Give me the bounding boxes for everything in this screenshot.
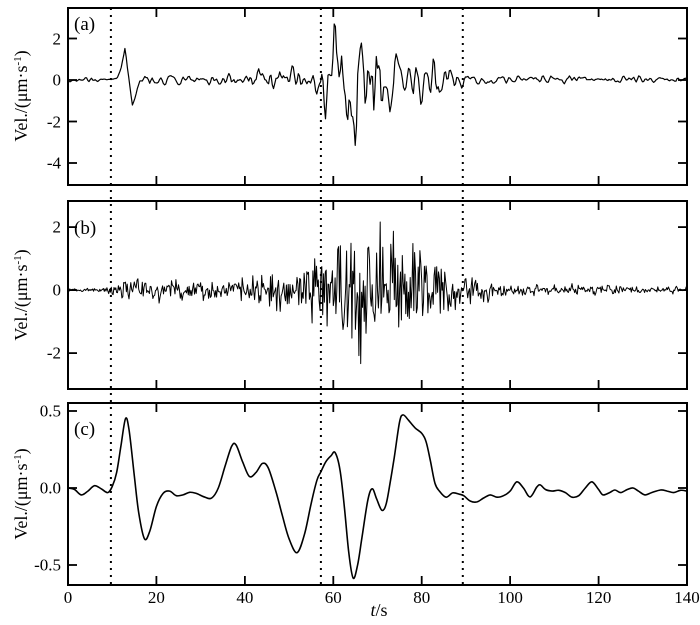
y-axis-label-a-text: Vel./(μm·s xyxy=(11,65,31,142)
y-tick-label-c: 0.5 xyxy=(39,401,61,421)
y-tick-label-a: -2 xyxy=(46,112,61,131)
y-tick-label-c: 0.0 xyxy=(39,478,61,498)
y-tick-label-c: -0.5 xyxy=(34,555,61,575)
x-tick-label: 80 xyxy=(413,588,431,607)
trace-a xyxy=(69,23,686,146)
x-axis-label-symbol: t xyxy=(370,600,376,620)
y-tick-label-a: -4 xyxy=(46,153,61,173)
frame-b xyxy=(67,200,688,390)
x-tick-label: 40 xyxy=(236,588,254,607)
y-tick-label-b: 0 xyxy=(52,280,62,300)
y-tick-label-a: 0 xyxy=(52,70,62,90)
panel-a-label: (a) xyxy=(74,14,96,35)
y-axis-label-a: Vel./(μm·s-1) xyxy=(11,50,31,142)
x-axis-label: t/s xyxy=(370,601,387,619)
y-axis-label-c: Vel./(μm·s-1) xyxy=(11,448,31,540)
panel-a xyxy=(67,7,688,186)
panel-b xyxy=(67,200,688,390)
x-tick-label: 140 xyxy=(674,588,700,607)
y-axis-label-c-text: Vel./(μm·s xyxy=(11,463,31,540)
trace-c xyxy=(69,414,686,580)
y-axis-label-c-sup: -1 xyxy=(12,454,24,464)
y-axis-label-b-close: ) xyxy=(11,249,31,256)
x-tick-label: 120 xyxy=(585,588,612,607)
trace-b xyxy=(69,221,686,365)
x-tick-label: 20 xyxy=(147,588,165,607)
x-tick-label: 0 xyxy=(63,588,73,607)
y-axis-label-c-close: ) xyxy=(11,448,31,455)
y-axis-label-b: Vel./(μm·s-1) xyxy=(11,249,31,341)
panel-c-label: (c) xyxy=(74,419,96,440)
y-axis-label-b-text: Vel./(μm·s xyxy=(11,264,31,341)
x-axis-label-unit: /s xyxy=(375,600,388,620)
panel-b-label: (b) xyxy=(74,218,97,239)
panel-c xyxy=(67,402,688,586)
frame-a xyxy=(67,7,688,186)
y-tick-label-b: -2 xyxy=(46,343,61,363)
frame-c xyxy=(67,402,688,586)
y-axis-label-b-sup: -1 xyxy=(12,255,24,265)
y-tick-label-b: 2 xyxy=(52,217,62,237)
y-axis-label-a-sup: -1 xyxy=(12,56,24,66)
y-tick-label-a: 2 xyxy=(52,29,62,48)
x-tick-label: 100 xyxy=(497,588,523,607)
y-axis-label-a-close: ) xyxy=(11,50,31,57)
x-tick-label: 60 xyxy=(324,588,342,607)
